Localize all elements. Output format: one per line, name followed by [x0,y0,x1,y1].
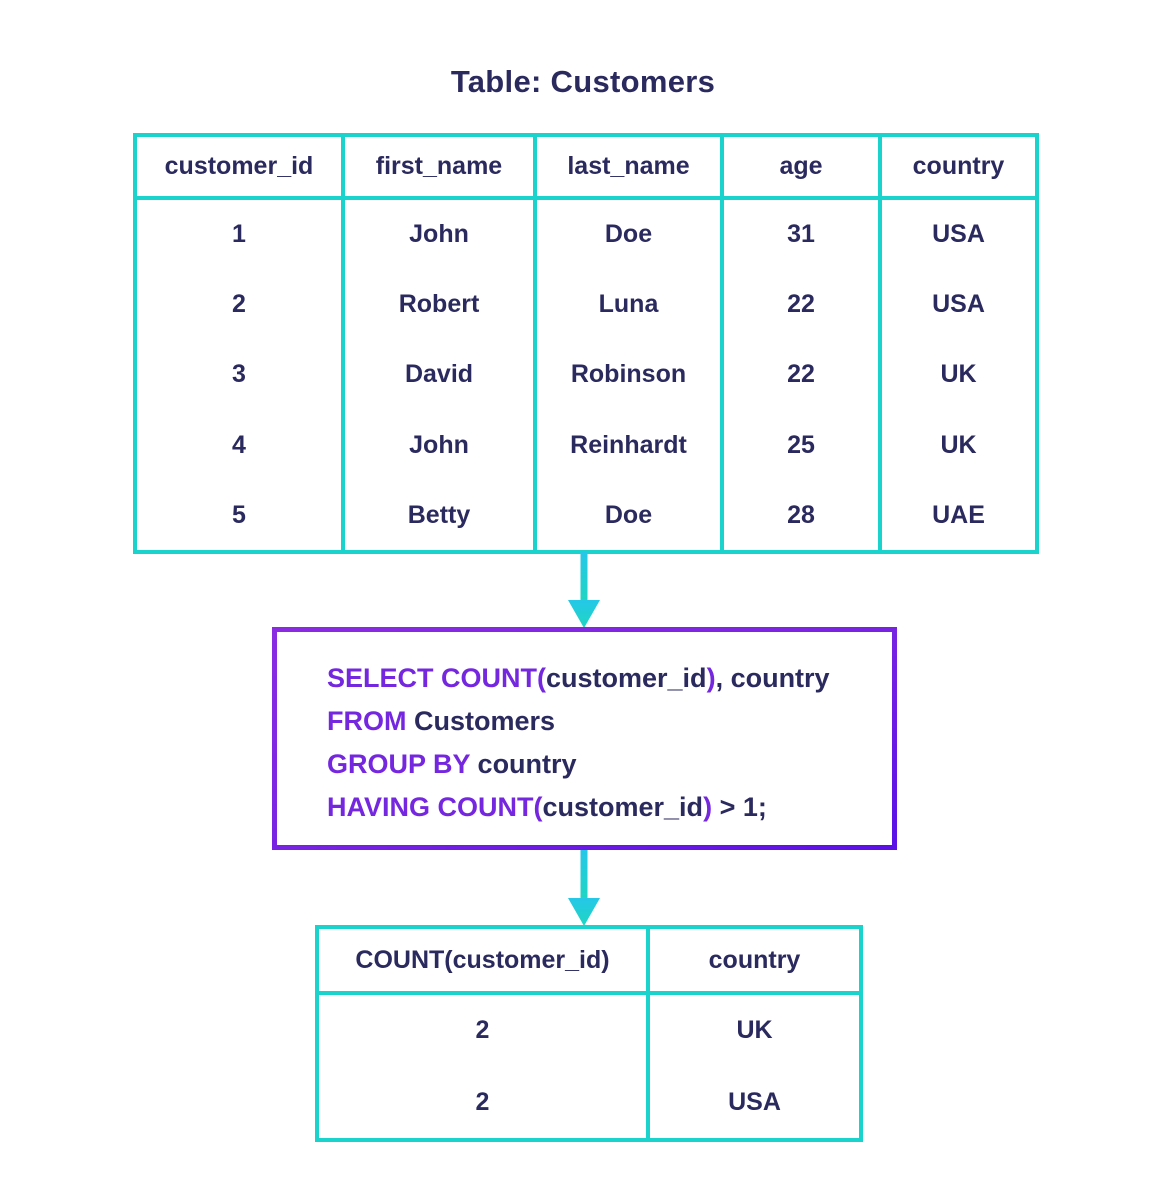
table-row: 2 USA [315,1066,863,1140]
page-title: Table: Customers [450,64,716,99]
table-cell: 2 [133,268,345,340]
table-cell: USA [878,268,1039,340]
table-cell: John [341,410,537,482]
table-cell: Luna [533,268,724,340]
table-cell: UAE [878,481,1039,552]
table-row: 5 Betty Doe 28 UAE [133,481,1039,552]
table-cell: David [341,339,537,411]
sql-line: GROUP BY country [327,743,892,786]
sql-identifier: customer_id [546,663,707,693]
table-cell: Robert [341,268,537,340]
table-cell: 1 [133,198,345,269]
column-header: first_name [341,135,537,200]
sql-line: HAVING COUNT(customer_id) > 1; [327,786,892,829]
table-row: 2 Robert Luna 22 USA [133,268,1039,340]
table-cell: USA [878,198,1039,269]
table-cell: 31 [720,198,882,269]
table-cell: UK [878,339,1039,411]
customers-table-header-row: customer_id first_name last_name age country [133,135,1039,200]
sql-keyword: FROM [327,706,414,736]
table-cell: USA [646,1066,863,1140]
sql-keyword: HAVING COUNT( [327,792,543,822]
table-row: 3 David Robinson 22 UK [133,339,1039,411]
column-header: country [646,927,863,995]
table-cell: 28 [720,481,882,552]
column-header: last_name [533,135,724,200]
sql-identifier: country [477,749,577,779]
sql-line: FROM Customers [327,700,892,743]
result-table-header-row: COUNT(customer_id) country [315,927,863,995]
table-cell: Robinson [533,339,724,411]
sql-keyword: SELECT COUNT( [327,663,546,693]
table-cell: 2 [315,1066,650,1140]
sql-query-box: SELECT COUNT(customer_id), country FROM C… [272,627,897,850]
table-row: 1 John Doe 31 USA [133,198,1039,269]
column-header: COUNT(customer_id) [315,927,650,995]
result-table: COUNT(customer_id) country 2 UK 2 USA [315,925,863,1142]
sql-keyword: GROUP BY [327,749,478,779]
table-cell: Reinhardt [533,410,724,482]
sql-keyword: ) [706,663,716,693]
arrow-down-icon [568,850,600,926]
table-cell: Betty [341,481,537,552]
table-row: 2 UK [315,993,863,1067]
sql-identifier: > 1; [712,792,767,822]
table-cell: UK [646,993,863,1067]
sql-identifier: Customers [414,706,556,736]
table-cell: 25 [720,410,882,482]
customers-table: customer_id first_name last_name age country… [133,133,1039,554]
column-header: customer_id [133,135,345,200]
sql-line: SELECT COUNT(customer_id), country [327,657,892,700]
table-row: 4 John Reinhardt 25 UK [133,410,1039,482]
table-cell: 22 [720,268,882,340]
sql-keyword: ) [703,792,713,822]
arrow-down-icon [568,552,600,628]
table-cell: 3 [133,339,345,411]
table-cell: 2 [315,993,650,1067]
table-cell: 22 [720,339,882,411]
table-cell: 5 [133,481,345,552]
table-cell: Doe [533,481,724,552]
table-cell: 4 [133,410,345,482]
customers-table-body: 1 John Doe 31 USA 2 Robert Luna 22 USA 3 David Robin… [133,198,1039,552]
sql-identifier: customer_id [542,792,704,822]
table-cell: Doe [533,198,724,269]
table-cell: John [341,198,537,269]
sql-identifier: , country [715,663,830,693]
table-cell: UK [878,410,1039,482]
result-table-body: 2 UK 2 USA [315,993,863,1140]
column-header: country [878,135,1039,200]
column-header: age [720,135,882,200]
